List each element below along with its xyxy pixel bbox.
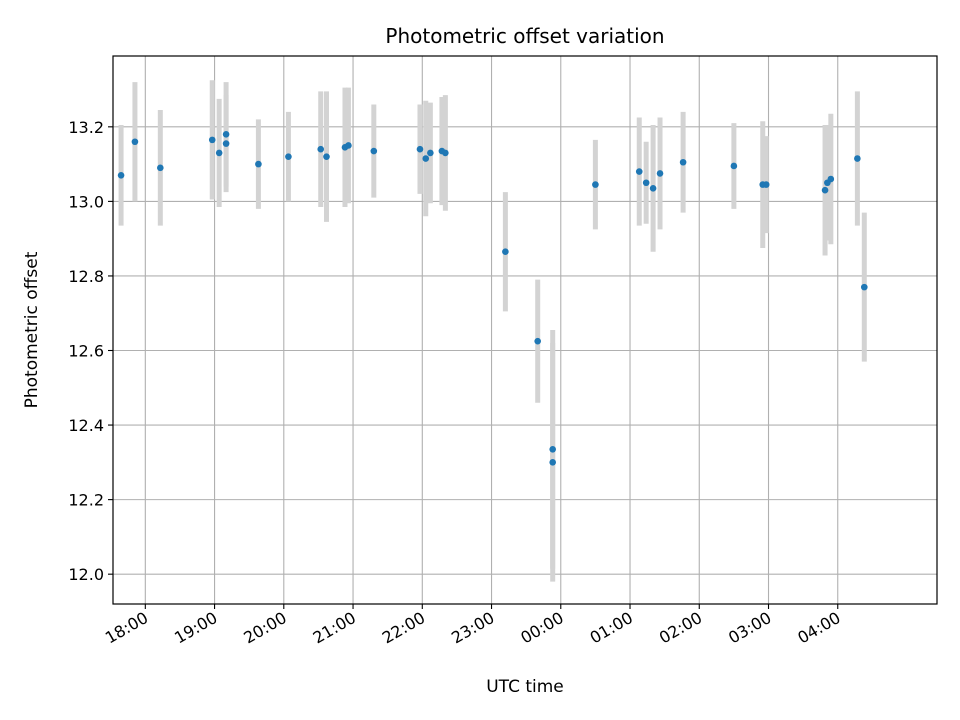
y-tick-label: 13.2 bbox=[68, 118, 104, 137]
y-tick-label: 12.0 bbox=[68, 565, 104, 584]
data-point bbox=[649, 185, 657, 192]
data-point bbox=[157, 164, 164, 172]
y-axis-label: Photometric offset bbox=[22, 251, 42, 408]
data-point bbox=[285, 153, 292, 160]
data-point bbox=[730, 162, 738, 170]
data-point bbox=[679, 158, 687, 166]
data-point bbox=[370, 147, 378, 155]
y-tick-label: 13.0 bbox=[68, 192, 104, 211]
data-point bbox=[762, 181, 770, 188]
y-tick-label: 12.8 bbox=[68, 267, 104, 286]
data-point bbox=[215, 149, 223, 157]
data-point bbox=[131, 138, 139, 146]
y-tick-label: 12.6 bbox=[68, 342, 104, 361]
data-point bbox=[854, 155, 861, 162]
data-point bbox=[222, 130, 230, 138]
data-point bbox=[635, 168, 643, 175]
data-points bbox=[117, 130, 868, 466]
data-point bbox=[208, 136, 216, 144]
data-point bbox=[323, 153, 330, 160]
data-point bbox=[592, 181, 599, 188]
data-point bbox=[416, 145, 424, 153]
data-point bbox=[442, 149, 449, 157]
y-tick-label: 12.2 bbox=[68, 491, 104, 510]
data-point bbox=[534, 337, 541, 345]
y-tick-label: 12.4 bbox=[68, 416, 104, 435]
data-point bbox=[821, 186, 829, 194]
plot-frame bbox=[112, 55, 938, 605]
grid bbox=[113, 56, 937, 604]
data-point bbox=[317, 145, 325, 153]
chart-title: Photometric offset variation bbox=[385, 24, 664, 48]
data-point bbox=[549, 445, 556, 453]
data-point bbox=[422, 155, 430, 162]
data-point bbox=[860, 283, 868, 291]
data-point bbox=[117, 171, 125, 179]
data-point bbox=[427, 149, 434, 157]
data-point bbox=[827, 175, 835, 183]
data-point bbox=[345, 142, 352, 149]
data-point bbox=[549, 459, 556, 466]
data-point bbox=[656, 170, 664, 177]
x-axis-label: UTC time bbox=[486, 677, 564, 697]
data-point bbox=[222, 140, 230, 147]
data-point bbox=[502, 248, 509, 256]
data-point bbox=[255, 160, 262, 168]
data-point bbox=[642, 179, 650, 187]
